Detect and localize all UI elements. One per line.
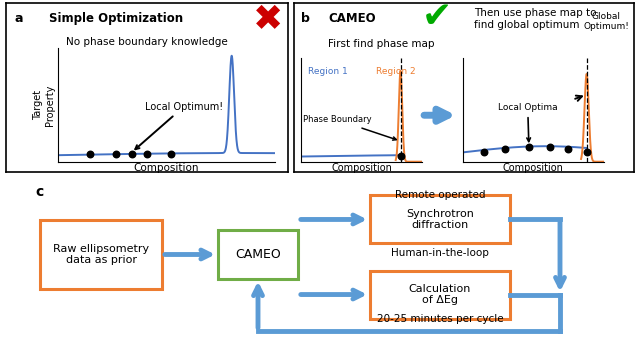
Text: Local Optimum!: Local Optimum! xyxy=(135,102,223,149)
Text: First find phase map: First find phase map xyxy=(328,39,435,49)
X-axis label: Composition: Composition xyxy=(502,163,564,173)
Point xyxy=(111,151,122,157)
Point xyxy=(141,151,152,157)
Text: CAMEO: CAMEO xyxy=(235,248,281,261)
Point xyxy=(545,144,555,150)
FancyBboxPatch shape xyxy=(218,230,298,279)
FancyBboxPatch shape xyxy=(370,195,510,244)
X-axis label: Composition: Composition xyxy=(134,163,199,173)
Text: No phase boundary knowledge: No phase boundary knowledge xyxy=(67,37,228,47)
Text: c: c xyxy=(35,185,44,200)
Point xyxy=(396,153,406,159)
Text: Then use phase map to
find global optimum: Then use phase map to find global optimu… xyxy=(474,9,596,30)
Point xyxy=(166,151,176,157)
Text: Region 1: Region 1 xyxy=(308,67,348,76)
X-axis label: Composition: Composition xyxy=(331,163,392,173)
Text: Human-in-the-loop: Human-in-the-loop xyxy=(391,248,489,258)
Y-axis label: Target
Property: Target Property xyxy=(33,84,55,126)
Point xyxy=(85,151,95,157)
Text: ✖: ✖ xyxy=(253,3,284,37)
Text: Raw ellipsometry
data as prior: Raw ellipsometry data as prior xyxy=(53,244,149,265)
Text: a: a xyxy=(15,12,23,25)
Text: Region 2: Region 2 xyxy=(376,67,415,76)
Text: Calculation
of ΔEg: Calculation of ΔEg xyxy=(409,284,471,305)
Text: CAMEO: CAMEO xyxy=(328,12,376,25)
Point xyxy=(582,149,592,154)
FancyBboxPatch shape xyxy=(40,221,162,289)
Text: Local Optima: Local Optima xyxy=(498,103,557,142)
Text: ✔: ✔ xyxy=(422,0,452,34)
Text: Simple Optimization: Simple Optimization xyxy=(49,12,183,25)
Text: b: b xyxy=(301,12,310,25)
Point xyxy=(524,144,534,150)
Text: Global
Optimum!: Global Optimum! xyxy=(584,12,629,31)
Text: Remote operated: Remote operated xyxy=(395,191,485,201)
FancyBboxPatch shape xyxy=(370,270,510,319)
Point xyxy=(563,147,573,152)
Text: Synchrotron
diffraction: Synchrotron diffraction xyxy=(406,209,474,230)
Point xyxy=(500,147,510,152)
Point xyxy=(127,151,137,157)
Point xyxy=(479,149,489,154)
Text: Phase Boundary: Phase Boundary xyxy=(303,116,396,140)
Text: 20-25 minutes per cycle: 20-25 minutes per cycle xyxy=(377,313,503,324)
